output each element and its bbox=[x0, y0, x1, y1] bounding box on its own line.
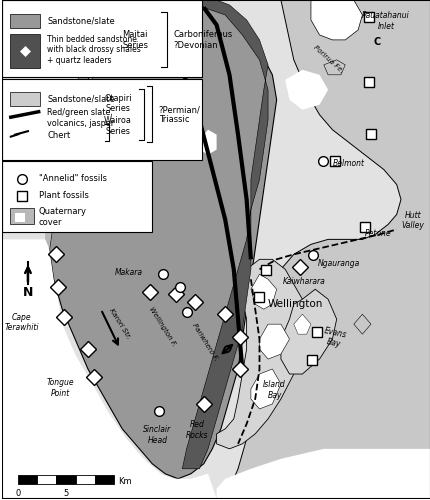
Text: Thin bedded sandstone
with black drossy shales
+ quartz leaders: Thin bedded sandstone with black drossy … bbox=[47, 35, 141, 65]
Polygon shape bbox=[88, 0, 165, 90]
Text: 5: 5 bbox=[63, 488, 68, 498]
Polygon shape bbox=[165, 0, 267, 469]
Bar bbox=[2, 160, 152, 232]
Polygon shape bbox=[216, 260, 306, 449]
Text: Wellington F.: Wellington F. bbox=[148, 306, 177, 348]
Text: Cape
Terawhiti: Cape Terawhiti bbox=[4, 313, 39, 332]
Polygon shape bbox=[45, 85, 75, 249]
Polygon shape bbox=[199, 130, 216, 154]
Text: Chert: Chert bbox=[47, 131, 71, 140]
Text: Island
Bay: Island Bay bbox=[262, 380, 285, 400]
Text: Km: Km bbox=[118, 476, 132, 486]
Text: Otapiri
Series: Otapiri Series bbox=[104, 94, 132, 114]
Bar bbox=[2, 79, 201, 160]
Text: Sinclair
Head: Sinclair Head bbox=[143, 425, 171, 444]
Text: N: N bbox=[23, 286, 33, 299]
Text: Wellington: Wellington bbox=[267, 299, 322, 309]
Text: Red/green slate,
volcanics, jasper: Red/green slate, volcanics, jasper bbox=[47, 108, 114, 128]
Text: Porirua Fe.: Porirua Fe. bbox=[311, 44, 343, 74]
Text: Ngauranga: Ngauranga bbox=[316, 259, 359, 268]
Polygon shape bbox=[259, 324, 289, 359]
Text: Hutt
Valley: Hutt Valley bbox=[401, 210, 424, 230]
Text: Pauatahanui
Inlet: Pauatahanui Inlet bbox=[361, 11, 409, 30]
Text: 0: 0 bbox=[15, 488, 20, 498]
Bar bbox=[95, 475, 114, 484]
Polygon shape bbox=[216, 449, 430, 498]
Text: C: C bbox=[373, 38, 380, 48]
Text: Carboniferous
?Devonian: Carboniferous ?Devonian bbox=[173, 30, 233, 50]
Polygon shape bbox=[250, 274, 276, 309]
Bar bbox=[2, 0, 201, 78]
Text: Sandstone/slate: Sandstone/slate bbox=[47, 94, 115, 103]
Text: Pariwhero F.: Pariwhero F. bbox=[190, 322, 218, 362]
Polygon shape bbox=[224, 0, 430, 498]
Text: Quaternary
cover: Quaternary cover bbox=[39, 207, 86, 227]
Text: Karori Str.: Karori Str. bbox=[108, 307, 132, 340]
Bar bbox=[15, 213, 25, 222]
Polygon shape bbox=[323, 60, 344, 75]
Text: Tongue
Point: Tongue Point bbox=[46, 378, 74, 398]
Text: Petone: Petone bbox=[364, 229, 390, 238]
Polygon shape bbox=[75, 110, 88, 130]
Text: Belmont: Belmont bbox=[332, 159, 363, 168]
Text: Plant fossils: Plant fossils bbox=[39, 192, 88, 200]
Text: "Annelid" fossils: "Annelid" fossils bbox=[39, 174, 106, 183]
Bar bbox=[37, 475, 56, 484]
Polygon shape bbox=[250, 369, 280, 409]
Bar bbox=[10, 208, 34, 224]
Polygon shape bbox=[49, 0, 276, 479]
Polygon shape bbox=[285, 70, 327, 110]
Bar bbox=[10, 92, 40, 106]
Text: Kaiwharara: Kaiwharara bbox=[283, 278, 325, 286]
Bar bbox=[75, 475, 95, 484]
Polygon shape bbox=[160, 35, 173, 50]
Bar bbox=[10, 34, 40, 68]
Text: Maitai
Series: Maitai Series bbox=[122, 30, 148, 50]
Text: ?Permian/
Triassic: ?Permian/ Triassic bbox=[158, 105, 200, 124]
Text: Makara: Makara bbox=[114, 268, 142, 278]
Text: Evans
Bay: Evans Bay bbox=[321, 326, 347, 349]
Polygon shape bbox=[353, 314, 370, 334]
Bar bbox=[10, 14, 40, 28]
Polygon shape bbox=[310, 0, 362, 40]
Polygon shape bbox=[62, 170, 71, 184]
Bar bbox=[56, 475, 75, 484]
Text: Red
Rocks: Red Rocks bbox=[186, 420, 208, 440]
Text: Wairoa
Series: Wairoa Series bbox=[104, 116, 132, 136]
Bar bbox=[18, 475, 37, 484]
Polygon shape bbox=[58, 0, 165, 190]
Text: Sandstone/slate: Sandstone/slate bbox=[47, 16, 115, 26]
Polygon shape bbox=[293, 314, 310, 334]
Polygon shape bbox=[280, 289, 336, 374]
Polygon shape bbox=[2, 240, 216, 498]
